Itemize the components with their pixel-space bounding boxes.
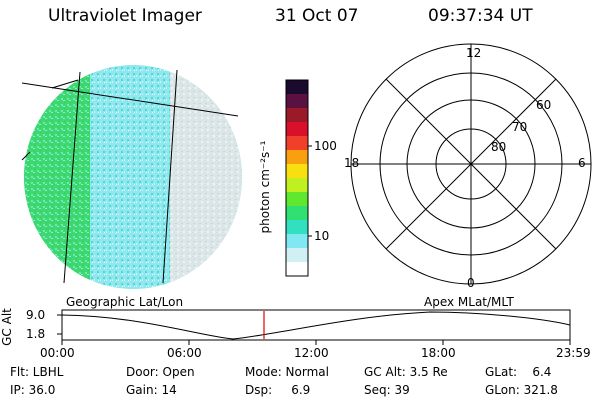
colorbar-tick-100: 100 xyxy=(314,139,337,153)
timeline-right-caption: Apex MLat/MLT xyxy=(424,295,514,309)
colorbar-segment xyxy=(286,94,308,109)
info-dsp: Dsp: 6.9 xyxy=(245,383,311,397)
colorbar-segment xyxy=(286,178,308,193)
info-glat: GLat: 6.4 xyxy=(485,365,552,379)
x-tick-0000: 00:00 xyxy=(40,346,75,360)
colorbar-segment xyxy=(286,122,308,137)
colorbar-unit-label: photon cm⁻²s⁻¹ xyxy=(258,140,272,234)
colorbar-frame xyxy=(285,79,309,277)
lat-label-80: 80 xyxy=(491,140,507,154)
lat-label-60: 60 xyxy=(536,98,552,112)
x-tick-2359: 23:59 xyxy=(556,346,591,360)
colorbar-segment xyxy=(286,80,308,95)
date-label: 31 Oct 07 xyxy=(275,6,359,26)
y-tick-9: 9.0 xyxy=(26,308,46,322)
info-door: Door: Open xyxy=(126,365,195,379)
colorbar-tick-10: 10 xyxy=(314,229,330,243)
x-tick-0600: 06:00 xyxy=(167,346,202,360)
x-tick-1200: 12:00 xyxy=(294,346,329,360)
mlt-label-12: 12 xyxy=(466,46,482,60)
colorbar-segment xyxy=(286,150,308,165)
x-tick-1800: 18:00 xyxy=(421,346,456,360)
colorbar-segment xyxy=(286,136,308,151)
info-ip: IP: 36.0 xyxy=(10,383,56,397)
colorbar-segment xyxy=(286,108,308,123)
info-filter: Flt: LBHL xyxy=(10,365,64,379)
colorbar-segment xyxy=(286,192,308,207)
colorbar xyxy=(286,80,308,277)
info-seq: Seq: 39 xyxy=(364,383,410,397)
mlt-label-6: 6 xyxy=(578,156,586,170)
y-tick-1-8: 1.8 xyxy=(26,327,46,341)
info-mode: Mode: Normal xyxy=(245,365,329,379)
colorbar-segment xyxy=(286,234,308,249)
polar-plot xyxy=(350,43,592,285)
time-label: 09:37:34 UT xyxy=(428,6,533,26)
colorbar-segment xyxy=(286,164,308,179)
colorbar-segment xyxy=(286,262,308,277)
timeline-left-caption: Geographic Lat/Lon xyxy=(66,295,184,309)
uv-image-disk xyxy=(24,65,242,289)
gc-alt-curve xyxy=(61,311,571,340)
info-gain: Gain: 14 xyxy=(126,383,177,397)
colorbar-segment xyxy=(286,220,308,235)
colorbar-segment xyxy=(286,206,308,221)
info-glon: GLon: 321.8 xyxy=(485,383,558,397)
colorbar-segment xyxy=(286,248,308,263)
instrument-title: Ultraviolet Imager xyxy=(48,6,202,26)
mlt-label-18: 18 xyxy=(344,156,360,170)
timeline-y-axis-label: GC Alt xyxy=(0,308,14,346)
info-gc-alt: GC Alt: 3.5 Re xyxy=(364,365,448,379)
geo-grid-lines xyxy=(21,69,239,284)
mlt-label-0: 0 xyxy=(467,276,475,290)
lat-label-70: 70 xyxy=(512,120,528,134)
